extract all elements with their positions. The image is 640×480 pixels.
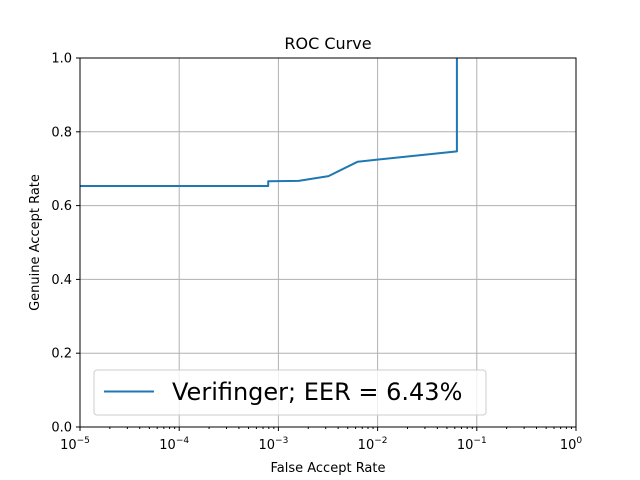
y-tick-label: 1.0 (51, 52, 72, 67)
plot-frame (79, 57, 577, 428)
x-tick-label: 100 (560, 436, 583, 453)
legend: Verifinger; EER = 6.43% (93, 369, 487, 416)
x-tick-label: 10−2 (358, 436, 388, 453)
axis-ticks: 10−5 10−4 10−3 10−2 10−1 100 0.0 0.2 0.4 0.6 0.8 1.… (51, 52, 582, 454)
legend-box (93, 369, 487, 416)
series-layer (80, 58, 458, 187)
series-line-verifinger (80, 58, 458, 187)
y-tick-label: 0.8 (51, 125, 72, 140)
y-tick-label: 0.6 (51, 199, 72, 214)
x-tick-label: 10−4 (159, 436, 189, 453)
y-tick-label: 0.2 (51, 347, 72, 362)
legend-entry-label: Verifinger; EER = 6.43% (172, 378, 462, 406)
x-tick-label: 10−3 (258, 436, 288, 453)
chart-title: ROC Curve (284, 34, 371, 53)
x-tick-label: 10−1 (457, 436, 487, 453)
y-tick-label: 0.4 (51, 273, 72, 288)
y-tick-label: 0.0 (51, 421, 72, 436)
x-axis-label: False Accept Rate (270, 461, 385, 476)
y-axis-label: Genuine Accept Rate (28, 174, 43, 311)
x-tick-label: 10−5 (60, 436, 90, 453)
